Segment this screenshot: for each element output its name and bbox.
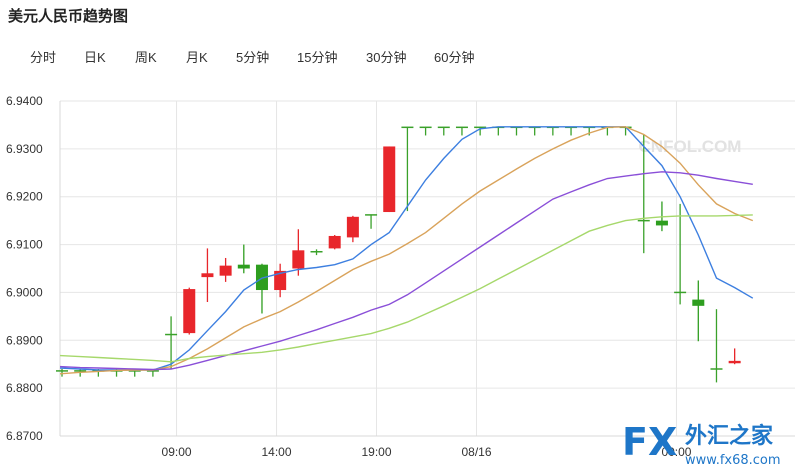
candle-body <box>728 360 741 364</box>
period-tabs: 分时 日K 周K 月K 5分钟 15分钟 30分钟 60分钟 <box>0 47 800 67</box>
y-tick-label: 6.8900 <box>6 333 43 347</box>
candle <box>383 146 396 213</box>
y-tick-label: 6.9400 <box>6 94 43 108</box>
y-tick-label: 6.9100 <box>6 238 43 252</box>
candle-body <box>655 220 668 226</box>
ma-line-ma20 <box>59 171 753 371</box>
candle <box>255 263 268 314</box>
candle <box>237 244 250 274</box>
candle-body <box>219 265 232 276</box>
candle <box>201 248 214 302</box>
tab-weekly-k[interactable]: 周K <box>135 50 157 65</box>
candle <box>710 309 723 383</box>
candle <box>637 134 650 254</box>
x-tick-label: 14:00 <box>262 445 292 459</box>
candle-body <box>346 216 359 238</box>
tab-5min[interactable]: 5分钟 <box>236 50 270 65</box>
x-tick-label: 00:00 <box>661 445 691 459</box>
candle <box>219 257 232 282</box>
logo-url: www.fx68.com <box>685 453 781 468</box>
tab-15min[interactable]: 15分钟 <box>297 50 338 65</box>
candle <box>365 214 378 229</box>
candle-body <box>201 273 214 278</box>
candle <box>437 126 450 136</box>
tab-timeshare[interactable]: 分时 <box>30 50 57 65</box>
candle-body <box>383 146 396 213</box>
y-tick-label: 6.9300 <box>6 142 43 156</box>
ma-line-ma30 <box>59 214 753 363</box>
chart-grid <box>59 100 795 437</box>
candle <box>510 126 523 136</box>
candle-body <box>328 235 341 249</box>
logo-cn: 外汇之家 <box>685 423 774 449</box>
candle-body <box>274 270 287 291</box>
candle <box>292 229 305 276</box>
fx68-logo: FX 外汇之家 www.fx68.com <box>622 420 781 468</box>
candle <box>183 287 196 335</box>
candle-body <box>692 299 705 306</box>
logo-fx: FX <box>622 420 677 464</box>
tab-daily-k[interactable]: 日K <box>84 50 106 65</box>
tab-monthly-k[interactable]: 月K <box>186 50 208 65</box>
tab-30min[interactable]: 30分钟 <box>366 50 407 65</box>
watermark-text: CNFOL.COM <box>639 137 742 156</box>
moving-average-lines <box>59 126 754 375</box>
candle <box>274 263 287 298</box>
x-axis: 09:00 14:00 19:00 08/16 00:00 <box>162 445 692 459</box>
y-tick-label: 6.8800 <box>6 381 43 395</box>
candle <box>328 235 341 250</box>
x-tick-label: 19:00 <box>361 445 391 459</box>
candles <box>56 126 741 383</box>
candle-body <box>255 264 268 291</box>
candle-body <box>183 289 196 334</box>
y-tick-label: 6.9200 <box>6 190 43 204</box>
candle <box>310 249 323 256</box>
x-tick-label: 08/16 <box>461 445 491 459</box>
candle <box>674 203 687 305</box>
candle <box>692 280 705 342</box>
page-title: 美元人民币趋势图 <box>8 8 129 25</box>
y-axis: 6.9400 6.9300 6.9200 6.9100 6.9000 6.8900 6.88… <box>6 94 43 443</box>
candle <box>165 316 178 369</box>
candle <box>419 126 432 136</box>
candle <box>492 126 505 136</box>
candle-body <box>292 250 305 269</box>
candle <box>56 369 68 377</box>
candle <box>346 215 359 243</box>
y-tick-label: 6.9000 <box>6 285 43 299</box>
candle-body <box>237 264 250 269</box>
ma-line-ma5 <box>59 126 754 371</box>
candle <box>528 126 541 136</box>
ma-line-ma10 <box>59 126 754 375</box>
x-tick-label: 09:00 <box>162 445 192 459</box>
candle <box>565 126 578 136</box>
candle <box>455 126 468 136</box>
y-tick-label: 6.8700 <box>6 429 43 443</box>
tab-60min[interactable]: 60分钟 <box>434 50 475 65</box>
candle <box>728 348 741 365</box>
candle <box>401 126 414 212</box>
candle <box>546 126 559 136</box>
